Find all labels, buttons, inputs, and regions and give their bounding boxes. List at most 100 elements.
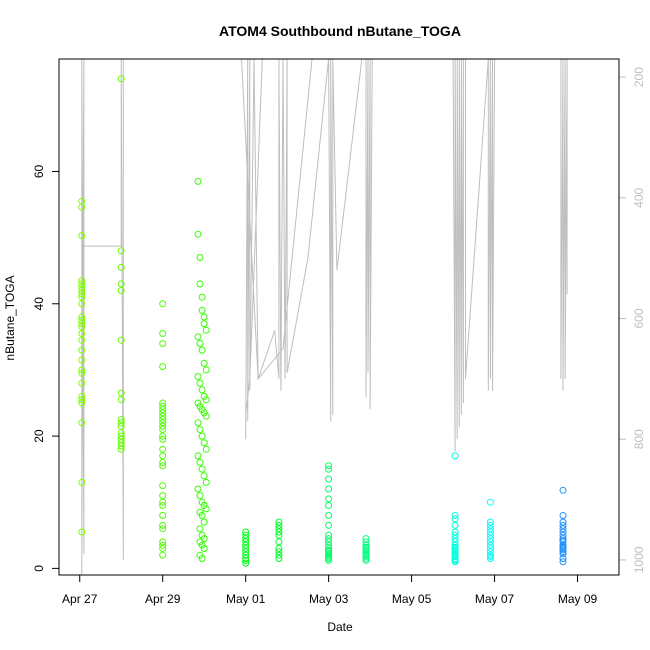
data-point — [275, 521, 283, 529]
data-point — [196, 525, 204, 533]
data-point — [196, 254, 204, 261]
altitude-trace-layer — [81, 58, 568, 575]
data-point — [486, 548, 494, 556]
data-point — [275, 518, 283, 526]
data-point — [117, 75, 125, 83]
data-point — [200, 313, 208, 321]
data-point — [159, 300, 167, 308]
data-point — [196, 379, 204, 387]
data-point — [78, 316, 86, 324]
data-point — [486, 535, 494, 543]
data-point — [196, 459, 204, 466]
series-3 — [194, 177, 210, 562]
data-point — [198, 555, 206, 562]
data-point — [362, 553, 370, 560]
data-point — [78, 346, 86, 354]
data-point — [362, 556, 370, 564]
altitude-trace-line — [81, 58, 568, 575]
data-point — [117, 429, 125, 437]
data-point — [242, 538, 250, 546]
data-point — [325, 462, 333, 470]
data-point — [198, 465, 206, 473]
data-point — [275, 548, 283, 556]
data-point — [117, 247, 125, 255]
data-point — [362, 555, 370, 562]
data-point — [202, 478, 210, 486]
data-point — [159, 502, 167, 509]
data-point — [242, 548, 250, 556]
data-point — [117, 442, 125, 450]
data-point — [78, 320, 86, 328]
data-point — [559, 486, 567, 494]
data-point — [198, 306, 206, 314]
data-point — [451, 541, 459, 549]
data-point — [362, 541, 370, 549]
data-point — [200, 359, 208, 367]
data-point — [325, 551, 333, 559]
series-2 — [159, 300, 167, 559]
x-tick-label: May 01 — [226, 592, 266, 606]
data-point — [194, 419, 202, 427]
data-point — [486, 525, 494, 533]
series-8 — [451, 452, 459, 566]
data-point — [325, 512, 333, 519]
data-point — [159, 462, 167, 470]
y-axis-label: nButane_TOGA — [3, 275, 17, 360]
data-point — [159, 435, 167, 443]
data-point — [200, 545, 208, 552]
data-point — [159, 492, 167, 500]
data-point — [451, 538, 459, 546]
series-6 — [325, 462, 333, 564]
altitude-tick-label: 1000 — [632, 546, 646, 573]
data-point — [275, 555, 283, 562]
data-point — [194, 230, 202, 238]
data-point — [159, 525, 167, 533]
data-point — [78, 323, 86, 331]
altitude-tick-label: 800 — [632, 429, 646, 449]
data-point — [78, 396, 86, 404]
data-point — [159, 402, 167, 410]
data-point — [117, 280, 125, 288]
data-point — [486, 498, 494, 506]
data-point — [159, 445, 167, 453]
data-point — [159, 432, 167, 440]
data-point — [194, 485, 202, 493]
data-point — [362, 548, 370, 556]
data-point — [559, 558, 567, 566]
data-point — [559, 548, 567, 556]
data-point — [159, 538, 167, 546]
data-point — [362, 535, 370, 543]
data-point — [325, 556, 333, 564]
data-point — [451, 528, 459, 536]
data-point — [486, 545, 494, 552]
data-point — [362, 538, 370, 546]
data-point — [242, 555, 250, 562]
data-point — [486, 521, 494, 529]
x-axis-label: Date — [327, 620, 353, 634]
data-point — [202, 445, 210, 453]
data-point — [559, 512, 567, 519]
data-point — [194, 177, 202, 185]
data-point — [78, 336, 86, 344]
y-tick-label: 20 — [32, 429, 46, 443]
data-point — [451, 452, 459, 460]
data-point — [117, 422, 125, 430]
data-point — [78, 369, 86, 377]
series-7 — [362, 535, 370, 564]
altitude-tick-label: 600 — [632, 308, 646, 328]
data-point — [242, 559, 250, 567]
data-point — [198, 386, 206, 394]
data-point — [78, 379, 86, 387]
y-tick-label: 0 — [32, 565, 46, 572]
data-point — [275, 538, 283, 546]
data-point — [196, 492, 204, 500]
data-point — [200, 535, 208, 543]
data-point — [242, 545, 250, 552]
data-point — [486, 553, 494, 560]
data-point — [159, 459, 167, 466]
data-point — [159, 416, 167, 423]
data-point — [202, 326, 210, 334]
data-point — [559, 521, 567, 529]
data-point — [159, 409, 167, 417]
data-point — [325, 495, 333, 503]
